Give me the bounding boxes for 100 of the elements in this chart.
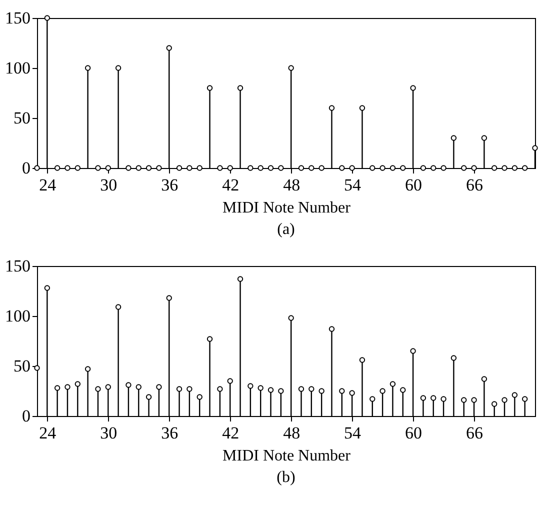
y-tick-label: 100: [5, 58, 30, 78]
point: [450, 135, 457, 141]
point: [278, 165, 284, 171]
x-tick-label: 24: [39, 424, 57, 442]
point: [176, 165, 182, 171]
point: [328, 326, 335, 332]
point: [359, 105, 366, 111]
point: [196, 394, 202, 400]
point: [166, 45, 172, 51]
point: [298, 386, 304, 392]
point: [258, 165, 264, 171]
point: [339, 388, 345, 394]
point: [105, 165, 111, 171]
point: [328, 105, 335, 111]
point: [410, 348, 416, 354]
point: [512, 392, 518, 398]
point: [136, 384, 142, 390]
point: [318, 388, 324, 394]
point: [146, 165, 152, 171]
point: [380, 165, 386, 171]
point: [522, 396, 528, 402]
point: [186, 165, 192, 171]
point: [502, 165, 508, 171]
point: [64, 384, 70, 390]
point: [308, 386, 314, 392]
point: [84, 65, 91, 71]
point: [288, 315, 294, 321]
x-axis-title: MIDI Note Number: [222, 448, 352, 464]
point: [440, 396, 446, 402]
point: [217, 165, 223, 171]
point: [522, 165, 528, 171]
y-tick-label: 100: [5, 306, 30, 326]
x-tick-label: 42: [222, 176, 240, 194]
x-tick-label: 66: [466, 424, 484, 442]
point: [390, 165, 396, 171]
point: [308, 165, 314, 171]
point: [492, 401, 498, 407]
point: [95, 165, 101, 171]
point: [298, 165, 304, 171]
x-tick-label: 66: [466, 176, 484, 194]
point: [349, 165, 355, 171]
point: [248, 165, 254, 171]
point: [126, 165, 132, 171]
point: [74, 165, 80, 171]
point: [420, 395, 426, 401]
point: [44, 285, 50, 291]
point: [176, 386, 182, 392]
y-tick-label: 0: [22, 406, 30, 426]
point: [400, 387, 406, 393]
point: [288, 65, 294, 71]
point: [206, 85, 213, 91]
point: [136, 165, 142, 171]
x-axis-title: MIDI Note Number: [222, 200, 352, 216]
point: [115, 304, 122, 310]
point: [461, 165, 467, 171]
x-tick-label: 30: [100, 424, 118, 442]
point: [318, 165, 324, 171]
x-tick-label: 60: [405, 424, 422, 442]
y-tick-label: 50: [14, 356, 30, 376]
point: [430, 165, 436, 171]
x-tick-label: 48: [283, 424, 300, 442]
point: [34, 365, 40, 371]
point: [420, 165, 426, 171]
point: [54, 165, 60, 171]
point: [370, 396, 376, 402]
point: [84, 366, 91, 372]
point: [502, 397, 508, 403]
x-tick-label: 48: [283, 176, 300, 194]
point: [115, 65, 122, 71]
point: [481, 376, 488, 382]
point: [166, 295, 172, 301]
point: [156, 384, 162, 390]
point: [186, 386, 192, 392]
point: [430, 395, 436, 401]
x-tick-label: 54: [344, 176, 362, 194]
point: [370, 165, 376, 171]
point: [380, 388, 386, 394]
point: [105, 384, 111, 390]
point: [278, 388, 284, 394]
point: [471, 397, 477, 403]
point: [349, 390, 355, 396]
point: [400, 165, 406, 171]
point: [532, 145, 538, 151]
point: [156, 165, 162, 171]
point: [146, 394, 152, 400]
point: [339, 165, 345, 171]
point: [126, 382, 132, 388]
point: [390, 381, 396, 387]
point: [217, 386, 223, 392]
point: [95, 386, 101, 392]
point: [268, 387, 274, 393]
point: [227, 165, 233, 171]
point: [512, 165, 518, 171]
point: [74, 381, 80, 387]
point: [450, 355, 457, 361]
point: [196, 165, 202, 171]
y-tick-label: 0: [22, 158, 30, 178]
text: (a): [277, 221, 295, 238]
point: [64, 165, 70, 171]
point: [237, 85, 244, 91]
